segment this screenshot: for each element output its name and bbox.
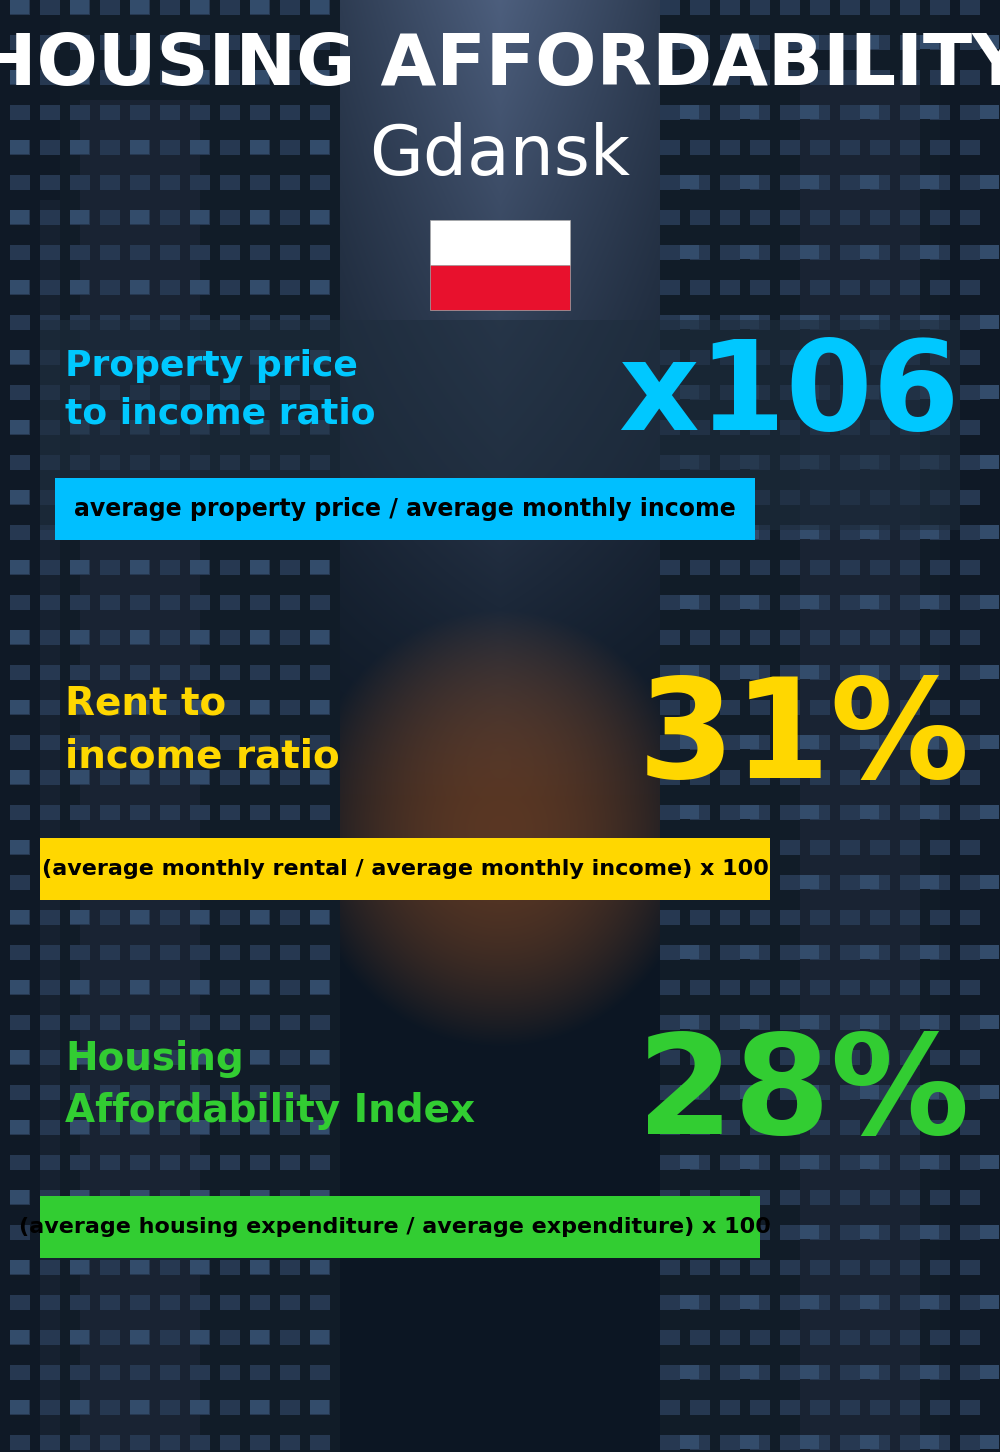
Text: (average housing expenditure / average expenditure) x 100: (average housing expenditure / average e… <box>19 1217 771 1237</box>
Bar <box>40 1196 760 1257</box>
Text: Gdansk: Gdansk <box>370 122 631 189</box>
Text: Housing
Affordability Index: Housing Affordability Index <box>65 1040 475 1131</box>
Bar <box>40 319 960 530</box>
Text: Rent to
income ratio: Rent to income ratio <box>65 684 340 775</box>
Text: (average monthly rental / average monthly income) x 100: (average monthly rental / average monthl… <box>42 860 768 878</box>
Text: average property price / average monthly income: average property price / average monthly… <box>74 497 736 521</box>
Bar <box>430 266 570 309</box>
Text: HOUSING AFFORDABILITY: HOUSING AFFORDABILITY <box>0 30 1000 100</box>
Bar <box>430 221 570 266</box>
Bar <box>40 838 770 900</box>
Text: 31%: 31% <box>638 672 970 807</box>
Text: Property price
to income ratio: Property price to income ratio <box>65 350 376 431</box>
Bar <box>55 478 755 540</box>
Text: x106: x106 <box>618 334 960 456</box>
Text: 28%: 28% <box>638 1028 970 1163</box>
